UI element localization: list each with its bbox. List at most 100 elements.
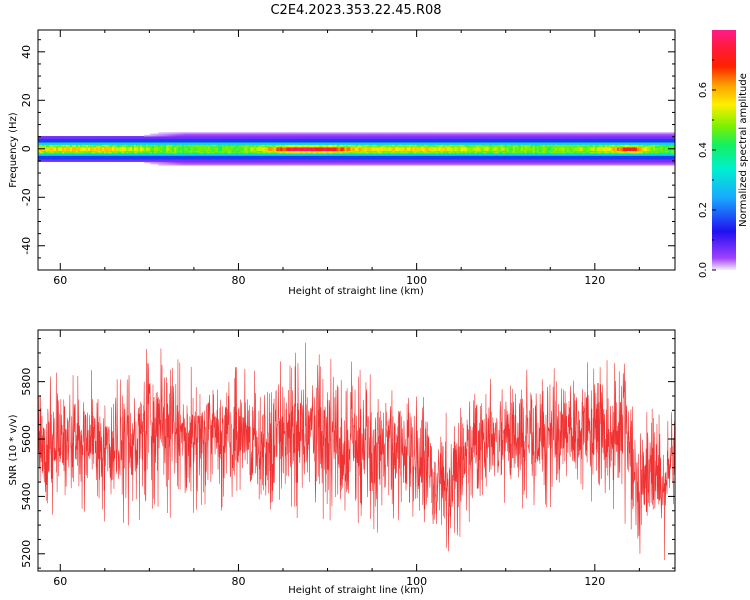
spectral-cell — [252, 146, 255, 149]
spectral-cell — [334, 151, 338, 154]
spectral-cell — [192, 151, 195, 154]
spectral-cell — [302, 157, 306, 160]
spectral-cell — [140, 142, 143, 144]
spectral-cell — [238, 140, 241, 143]
spectral-cell — [38, 139, 41, 142]
spectral-cell — [78, 143, 81, 145]
spectral-cell — [300, 163, 304, 166]
spectral-cell — [178, 156, 181, 159]
spectral-cell — [188, 154, 191, 156]
spectral-cell — [158, 156, 161, 159]
spectral-cell — [322, 161, 326, 164]
spectral-cell — [328, 148, 332, 150]
spectral-cell — [352, 143, 356, 145]
spectral-cell — [360, 137, 364, 139]
spectral-cell — [70, 146, 73, 149]
spectral-cell — [200, 138, 203, 141]
spectral-cell — [362, 136, 366, 138]
spectral-cell — [200, 163, 203, 166]
spectral-cell — [372, 155, 376, 158]
spectral-cell — [272, 162, 275, 165]
spectral-cell — [84, 137, 87, 139]
spectral-cell — [118, 137, 121, 139]
spectral-cell — [88, 159, 91, 161]
spectral-cell — [268, 133, 271, 136]
spectral-cell — [136, 160, 139, 162]
spectral-cell — [76, 156, 79, 159]
spectral-cell — [292, 139, 295, 142]
spectral-cell — [318, 154, 322, 156]
spectral-cell — [272, 136, 275, 138]
spectral-cell — [194, 155, 197, 158]
spectral-cell — [150, 139, 153, 142]
spectral-cell — [60, 148, 63, 150]
spectral-cell — [100, 139, 103, 142]
spectral-cell — [246, 139, 249, 142]
spectral-cell — [164, 161, 167, 164]
spectral-cell — [216, 142, 219, 144]
spectral-cell — [380, 139, 384, 142]
spectral-cell — [160, 132, 163, 135]
spectral-cell — [242, 161, 245, 164]
spectral-cell — [336, 134, 340, 137]
spectral-cell — [108, 136, 111, 138]
spectral-cell — [148, 145, 151, 148]
spectral-cell — [376, 153, 380, 155]
spectral-cell — [282, 159, 285, 161]
spectral-cell — [296, 148, 300, 150]
spectral-cell — [330, 155, 334, 158]
spectral-cell — [70, 140, 73, 143]
spectral-cell — [312, 142, 316, 144]
spectral-cell — [380, 155, 384, 158]
spectral-cell — [324, 149, 328, 151]
spectral-cell — [192, 162, 195, 165]
spectral-cell — [292, 142, 295, 144]
spectral-cell — [362, 134, 366, 137]
spectral-cell — [136, 159, 139, 161]
spectral-cell — [164, 142, 167, 144]
spectral-cell — [164, 140, 167, 143]
spectral-cell — [196, 155, 199, 158]
spectral-cell — [38, 138, 41, 141]
spectral-cell — [250, 134, 253, 137]
spectral-cell — [40, 157, 43, 160]
spectral-cell — [40, 137, 43, 139]
spectral-cell — [64, 153, 67, 155]
spectral-cell — [364, 159, 368, 161]
spectral-cell — [360, 144, 364, 147]
spectral-cell — [114, 144, 117, 147]
spectral-cell — [190, 162, 193, 165]
spectral-cell — [290, 151, 293, 154]
spectral-cell — [74, 159, 77, 161]
spectral-cell — [186, 148, 189, 150]
spectral-cell — [386, 148, 390, 150]
spectral-cell — [46, 140, 49, 143]
spectral-cell — [42, 154, 45, 156]
spectral-cell — [140, 146, 143, 149]
spectral-cell — [144, 148, 147, 150]
spectral-cell — [194, 154, 197, 156]
spectral-cell — [204, 159, 207, 161]
spectral-cell — [358, 149, 362, 151]
spectral-cell — [250, 154, 253, 156]
spectral-cell — [148, 149, 151, 151]
spectral-cell — [104, 137, 107, 139]
spectral-cell — [380, 146, 384, 149]
spectral-cell — [70, 151, 73, 154]
spectral-cell — [372, 148, 376, 150]
spectral-cell — [264, 149, 267, 151]
spectral-cell — [390, 140, 394, 143]
spectral-cell — [116, 139, 119, 142]
spectral-cell — [172, 162, 175, 165]
spectral-cell — [290, 148, 293, 150]
spectral-cell — [160, 145, 163, 148]
spectral-cell — [148, 157, 151, 160]
spectral-cell — [144, 153, 147, 155]
spectral-cell — [186, 140, 189, 143]
spectral-cell — [118, 138, 121, 141]
spectral-cell — [286, 133, 289, 136]
spectral-cell — [228, 137, 231, 139]
spectral-cell — [178, 148, 181, 150]
spectral-cell — [202, 144, 205, 147]
spectral-cell — [326, 156, 330, 159]
